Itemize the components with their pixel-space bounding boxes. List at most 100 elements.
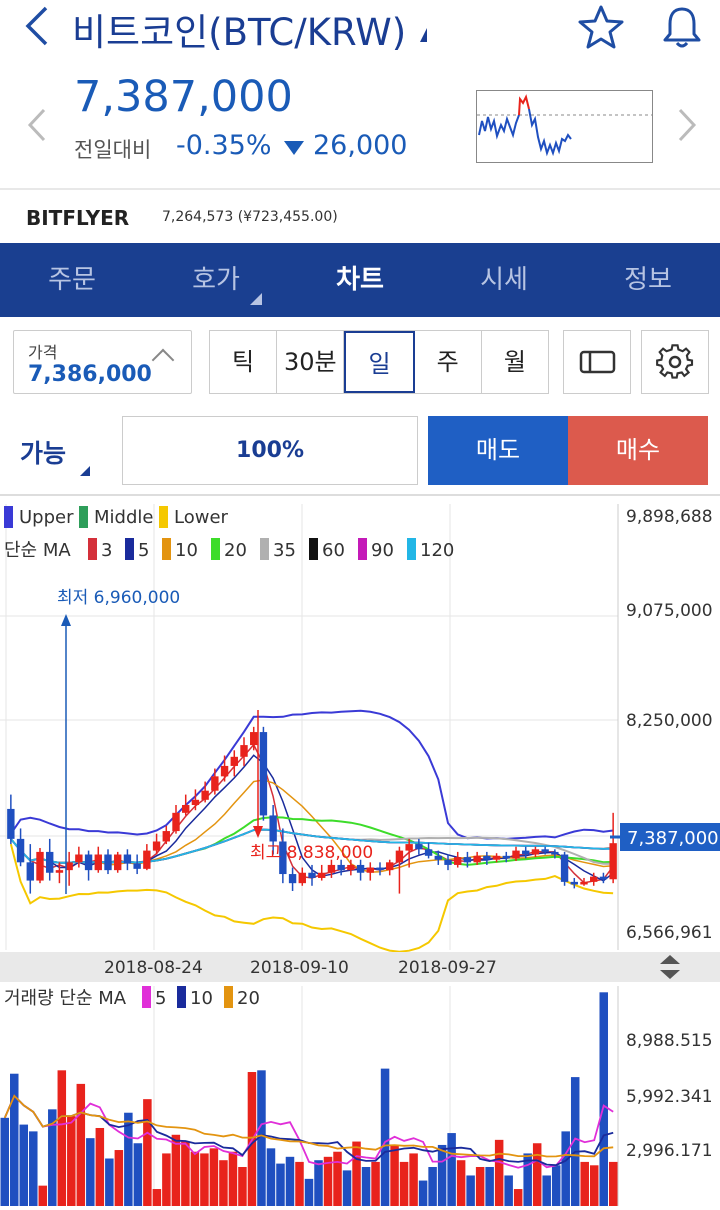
volume-bar: [257, 1070, 266, 1206]
candle-body: [182, 805, 190, 813]
period-month[interactable]: 월: [503, 348, 526, 376]
down-triangle-icon: [284, 141, 304, 155]
candle-body: [463, 857, 472, 863]
volume-bar: [380, 1068, 390, 1206]
period-tick[interactable]: 틱: [210, 331, 278, 393]
candle-body: [269, 815, 277, 842]
available-label[interactable]: 가능: [20, 439, 67, 468]
legend-swatch: [211, 538, 220, 560]
tab-market[interactable]: 시세: [480, 265, 528, 295]
layout-icon[interactable]: [563, 330, 631, 394]
back-icon[interactable]: [22, 4, 52, 58]
volume-bar: [342, 1170, 352, 1206]
candle-body: [36, 851, 44, 881]
volume-bar: [418, 1180, 428, 1206]
volume-bar: [304, 1178, 314, 1206]
volume-bar: [551, 1165, 561, 1206]
x-tick-label: 2018-09-10: [250, 958, 349, 978]
candle-body: [133, 863, 141, 869]
legend-label: 35: [273, 540, 296, 561]
price-selector-label: 가격: [28, 343, 58, 362]
legend-label: Lower: [174, 507, 229, 528]
legend-label: 120: [420, 540, 454, 561]
volume-bar: [437, 1144, 447, 1206]
volume-y-tick-label: 2,996.171: [626, 1141, 713, 1161]
candle-body: [580, 881, 588, 885]
low-arrow-head: [61, 614, 71, 626]
candle-body: [522, 850, 530, 855]
tab-order[interactable]: 주문: [48, 265, 96, 295]
gear-icon[interactable]: [641, 330, 709, 394]
tab-chart[interactable]: 차트: [336, 265, 384, 295]
candle-body: [502, 855, 510, 859]
candle-body: [288, 874, 297, 884]
volume-bar: [152, 1189, 162, 1206]
candle-body: [609, 843, 617, 880]
candle-body: [16, 838, 25, 863]
period-selector: 틱 30분 일 주 월: [209, 330, 549, 394]
chart-area[interactable]: 최저 6,960,000 최고 8,838,000 9,898,688 9,075,…: [0, 496, 720, 1206]
candle-body: [84, 854, 93, 871]
candle-body: [551, 851, 559, 855]
tab-info[interactable]: 정보: [624, 265, 672, 295]
period-30min[interactable]: 30분: [277, 331, 345, 393]
change-percent: -0.35%: [176, 130, 272, 161]
candle-body: [376, 867, 384, 871]
bell-icon[interactable]: [660, 4, 704, 54]
candle-body: [454, 857, 462, 865]
volume-bar: [114, 1150, 124, 1206]
volume-bar: [67, 1116, 76, 1206]
volume-bar: [399, 1161, 409, 1206]
title-dropdown-caret-icon[interactable]: [420, 28, 427, 42]
candle-body: [162, 831, 170, 842]
volume-bar: [276, 1163, 285, 1206]
volume-legend-title: 거래량 단순 MA: [4, 988, 127, 1009]
candle-body: [560, 854, 569, 882]
divider: [0, 188, 720, 190]
buy-button[interactable]: 매수: [568, 416, 708, 485]
period-week[interactable]: 주: [415, 331, 482, 393]
sell-button[interactable]: 매도: [428, 416, 568, 485]
volume-bar: [285, 1156, 295, 1206]
chevron-left-icon[interactable]: [26, 108, 48, 150]
legend-label: 3: [101, 540, 112, 561]
volume-bar: [143, 1099, 152, 1206]
candle-body: [298, 872, 306, 884]
candle-body: [473, 855, 481, 863]
percent-selector[interactable]: 100%: [122, 416, 418, 485]
bollinger-upper-line: [10, 709, 614, 840]
bollinger-lower-line: [9, 843, 614, 953]
candle-body: [415, 844, 423, 850]
tab-orderbook[interactable]: 호가: [144, 243, 288, 317]
candle-body: [75, 854, 83, 863]
x-tick-label: 2018-08-24: [104, 958, 203, 978]
price-selector[interactable]: [13, 330, 192, 394]
volume-bar: [456, 1160, 466, 1206]
star-icon[interactable]: [578, 4, 624, 54]
candle-body: [172, 812, 180, 832]
volume-bar: [466, 1175, 475, 1206]
scroll-updown-icon[interactable]: [660, 955, 680, 979]
available-dropdown-caret-icon[interactable]: [80, 466, 90, 476]
volume-bar: [86, 1138, 95, 1206]
chart-svg[interactable]: 최저 6,960,000 최고 8,838,000 9,898,688 9,075,…: [0, 496, 720, 1206]
legend-swatch: [162, 538, 171, 560]
volume-bar: [361, 1166, 371, 1206]
sparkline-chart[interactable]: [476, 90, 653, 163]
period-day[interactable]: 일: [344, 331, 415, 393]
candle-body: [55, 870, 64, 873]
candle-body: [483, 855, 491, 860]
volume-bar: [523, 1153, 532, 1206]
candle-body: [444, 859, 452, 865]
page-title[interactable]: 비트코인(BTC/KRW): [72, 11, 407, 54]
legend-swatch: [309, 538, 318, 560]
volume-bar: [238, 1166, 247, 1206]
change-label: 전일대비: [74, 138, 152, 162]
legend-swatch: [142, 986, 151, 1008]
volume-bar: [10, 1073, 19, 1206]
current-price-tag: [620, 823, 720, 851]
volume-bar: [390, 1144, 399, 1206]
volume-bar: [494, 1139, 504, 1206]
legend-swatch: [125, 538, 134, 560]
chevron-right-icon[interactable]: [676, 108, 698, 150]
